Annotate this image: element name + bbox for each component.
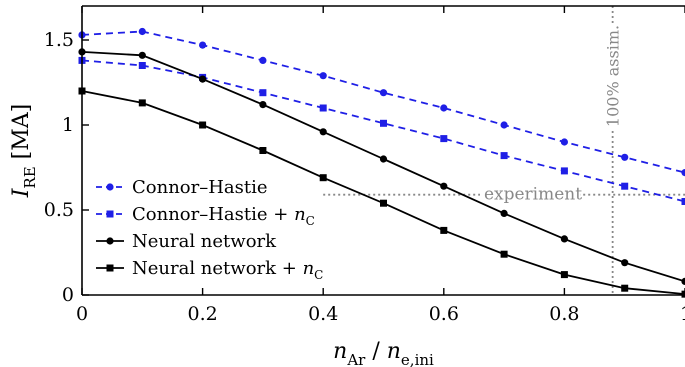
x-tick-label: 1 — [680, 303, 685, 325]
legend-entry: Connor–Hastie + nC — [96, 204, 315, 228]
data-point — [380, 119, 387, 127]
data-point — [560, 235, 569, 243]
series-layer — [78, 27, 685, 298]
axes: 0 0.2 0.4 0.6 0.8 1 0 0.5 1 1.5 nAr​ / ne,ini​ IRE​… — [9, 5, 685, 367]
x-axis-label: nAr​ / ne,ini​ — [333, 339, 434, 367]
experiment-label: experiment — [484, 185, 582, 205]
x-tick-label: 0.6 — [429, 303, 459, 325]
data-point — [560, 271, 568, 279]
legend: Connor–Hastie Connor–Hastie + nC Neural ne… — [96, 177, 323, 282]
data-point — [199, 75, 207, 83]
legend-marker — [106, 183, 114, 191]
data-point — [500, 250, 508, 258]
data-point — [259, 89, 267, 97]
data-point — [319, 128, 327, 136]
series-3 — [78, 48, 685, 285]
data-point — [138, 62, 146, 69]
data-point — [621, 284, 629, 292]
data-point — [621, 153, 629, 161]
legend-label: Neural network + nC — [132, 258, 323, 282]
data-point — [380, 199, 387, 207]
data-point — [138, 27, 146, 36]
data-point — [259, 101, 267, 109]
data-point — [440, 226, 448, 234]
data-point — [138, 99, 146, 107]
legend-label: Neural network — [132, 231, 277, 252]
data-point — [319, 174, 327, 182]
legend-entry: Neural network + nC — [96, 258, 323, 282]
x-tick-label: 0.4 — [308, 303, 338, 325]
data-point — [199, 121, 207, 129]
data-point — [319, 104, 327, 112]
data-point — [440, 135, 448, 143]
y-tick-label: 0 — [62, 284, 74, 306]
series-line — [81, 59, 685, 203]
experiment-label-background — [479, 183, 580, 204]
data-point — [621, 259, 629, 267]
data-point — [319, 72, 327, 80]
data-point — [500, 152, 508, 160]
data-point — [681, 277, 685, 285]
x-tick-label: 0.2 — [187, 303, 217, 325]
reference-lines: experiment 100% assim. — [323, 6, 685, 295]
data-point — [259, 147, 267, 154]
data-point — [259, 56, 267, 64]
data-point — [440, 182, 448, 190]
series-1 — [78, 27, 685, 177]
data-point — [681, 290, 685, 298]
data-point — [560, 167, 568, 175]
legend-label: Connor–Hastie — [132, 177, 268, 198]
data-point — [500, 121, 508, 129]
y-tick-label: 1.5 — [44, 29, 74, 51]
y-tick-label: 0.5 — [44, 199, 74, 221]
series-line — [81, 30, 685, 174]
data-point — [500, 209, 508, 217]
assimilation-label: 100% assim. — [604, 25, 623, 127]
assimilation-label-background — [602, 24, 623, 128]
data-point — [681, 169, 685, 177]
data-point — [138, 51, 146, 59]
y-axis-label: IRE​ [MA] — [9, 104, 39, 199]
data-point — [379, 155, 388, 163]
x-tick-label: 0 — [76, 303, 88, 325]
data-point — [440, 104, 448, 112]
data-point — [199, 41, 207, 49]
legend-marker — [106, 237, 114, 245]
legend-marker — [106, 210, 114, 218]
legend-label: Connor–Hastie + nC — [132, 204, 315, 228]
data-point — [621, 182, 629, 190]
data-point — [379, 89, 388, 97]
legend-marker — [106, 264, 114, 272]
y-tick-label: 1 — [62, 114, 74, 136]
x-tick-label: 0.8 — [549, 303, 579, 325]
legend-entry: Neural network — [96, 231, 277, 252]
data-point — [560, 138, 569, 146]
data-point — [681, 198, 685, 205]
legend-entry: Connor–Hastie — [96, 177, 268, 198]
